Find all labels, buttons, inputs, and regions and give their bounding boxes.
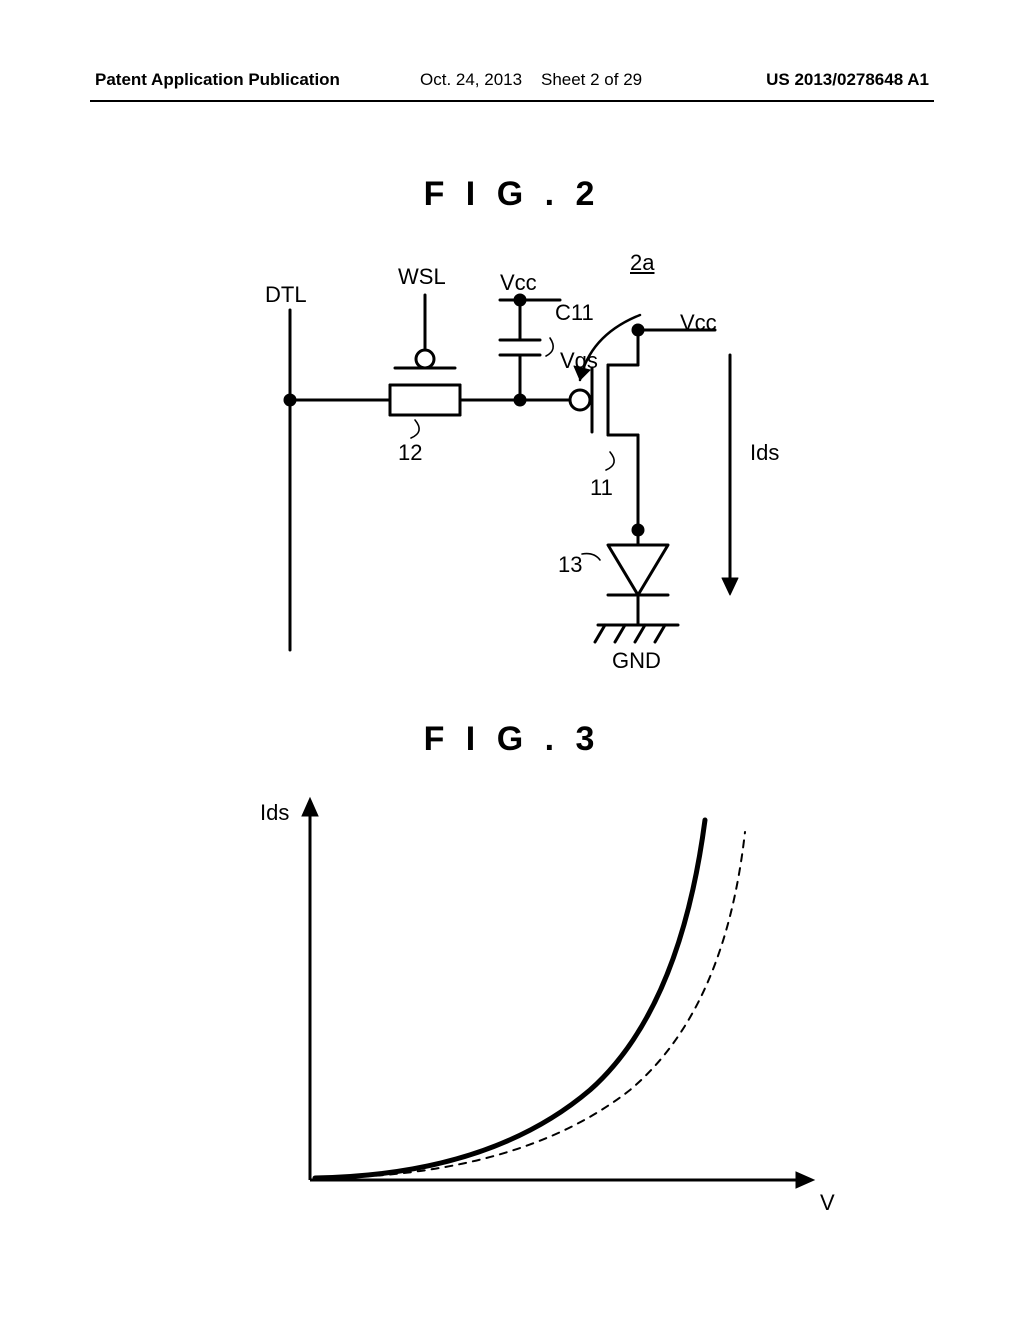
- fig2-label-gnd: GND: [612, 648, 661, 674]
- fig2-label-vcc-right: Vcc: [680, 310, 717, 336]
- fig3-title: F I G . 3: [0, 720, 1024, 759]
- fig2-label-12: 12: [398, 440, 422, 466]
- header-rule: [90, 100, 934, 102]
- fig2-label-vcc-top: Vcc: [500, 270, 537, 296]
- header-sheet: Sheet 2 of 29: [541, 70, 642, 89]
- header-date: Oct. 24, 2013: [420, 70, 522, 89]
- header-mid: Oct. 24, 2013 Sheet 2 of 29: [420, 70, 642, 90]
- fig2-label-wsl: WSL: [398, 264, 446, 290]
- fig3-graph: [240, 790, 860, 1220]
- fig2-label-11: 11: [590, 475, 613, 501]
- fig2-label-c11: C11: [555, 300, 594, 326]
- header-left: Patent Application Publication: [95, 70, 340, 90]
- fig2-label-ids: Ids: [750, 440, 779, 466]
- fig2-title: F I G . 2: [0, 175, 1024, 214]
- fig2-ref-2a: 2a: [630, 250, 654, 276]
- fig2-label-13: 13: [558, 552, 582, 578]
- header-right: US 2013/0278648 A1: [766, 70, 929, 90]
- fig2-label-dtl: DTL: [265, 282, 307, 308]
- fig3-ylabel: Ids: [260, 800, 289, 826]
- page: Patent Application Publication Oct. 24, …: [0, 0, 1024, 1320]
- fig3-xlabel: V: [820, 1190, 835, 1216]
- page-header: Patent Application Publication Oct. 24, …: [0, 70, 1024, 100]
- fig2-label-vgs: Vgs: [560, 348, 598, 374]
